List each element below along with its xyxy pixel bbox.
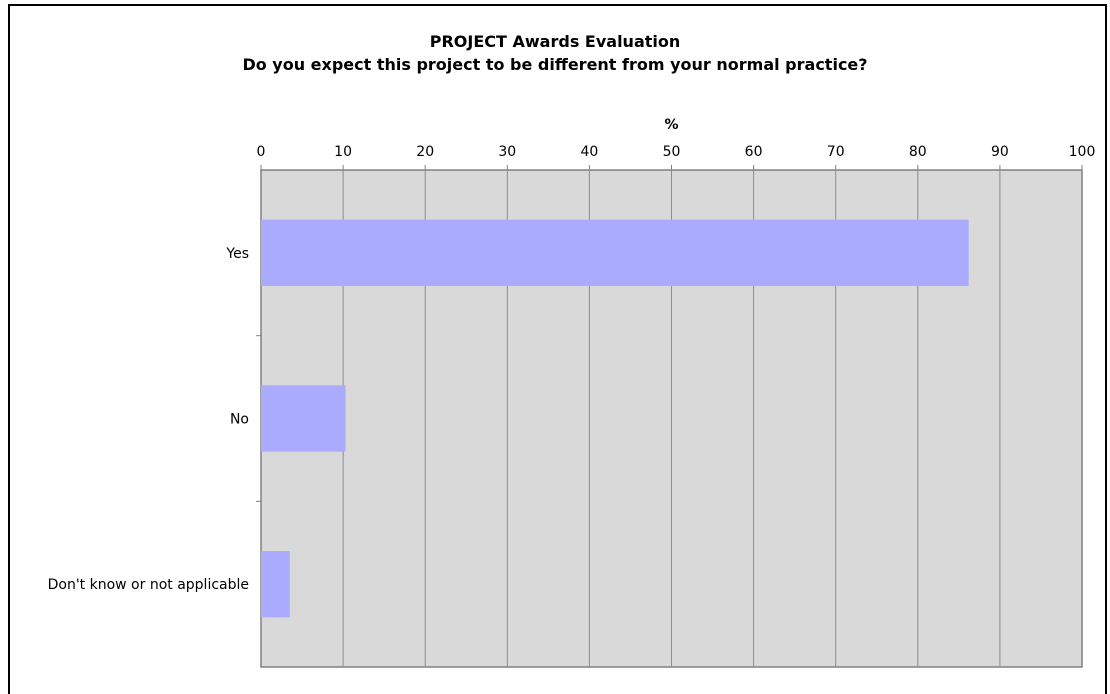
x-tick-label: 0 — [257, 144, 266, 160]
chart-subtitle: Do you expect this project to be differe… — [242, 55, 868, 74]
chart-title-block: PROJECT Awards Evaluation Do you expect … — [0, 30, 1110, 76]
y-axis-categories: Yes No Don't know or not applicable — [48, 246, 261, 593]
x-tick-label: 10 — [334, 144, 352, 160]
x-tick-label: 90 — [991, 144, 1009, 160]
x-axis-ticks: 0 10 20 30 40 50 60 70 80 90 100 — [257, 144, 1096, 170]
bars — [261, 219, 969, 618]
x-tick-label: 30 — [498, 144, 516, 160]
category-label: No — [230, 412, 249, 428]
category-label: Don't know or not applicable — [48, 577, 249, 593]
x-tick-label: 80 — [909, 144, 927, 160]
chart-title: PROJECT Awards Evaluation — [429, 32, 681, 51]
bar — [261, 219, 969, 286]
bar — [261, 385, 346, 452]
x-tick-label: 20 — [416, 144, 434, 160]
x-tick-label: 100 — [1069, 144, 1096, 160]
x-tick-label: 70 — [827, 144, 845, 160]
x-tick-label: 50 — [663, 144, 681, 160]
category-label: Yes — [225, 246, 249, 262]
x-tick-label: 40 — [580, 144, 598, 160]
bar — [261, 551, 290, 618]
x-tick-label: 60 — [745, 144, 763, 160]
x-axis-title: % — [664, 117, 678, 133]
